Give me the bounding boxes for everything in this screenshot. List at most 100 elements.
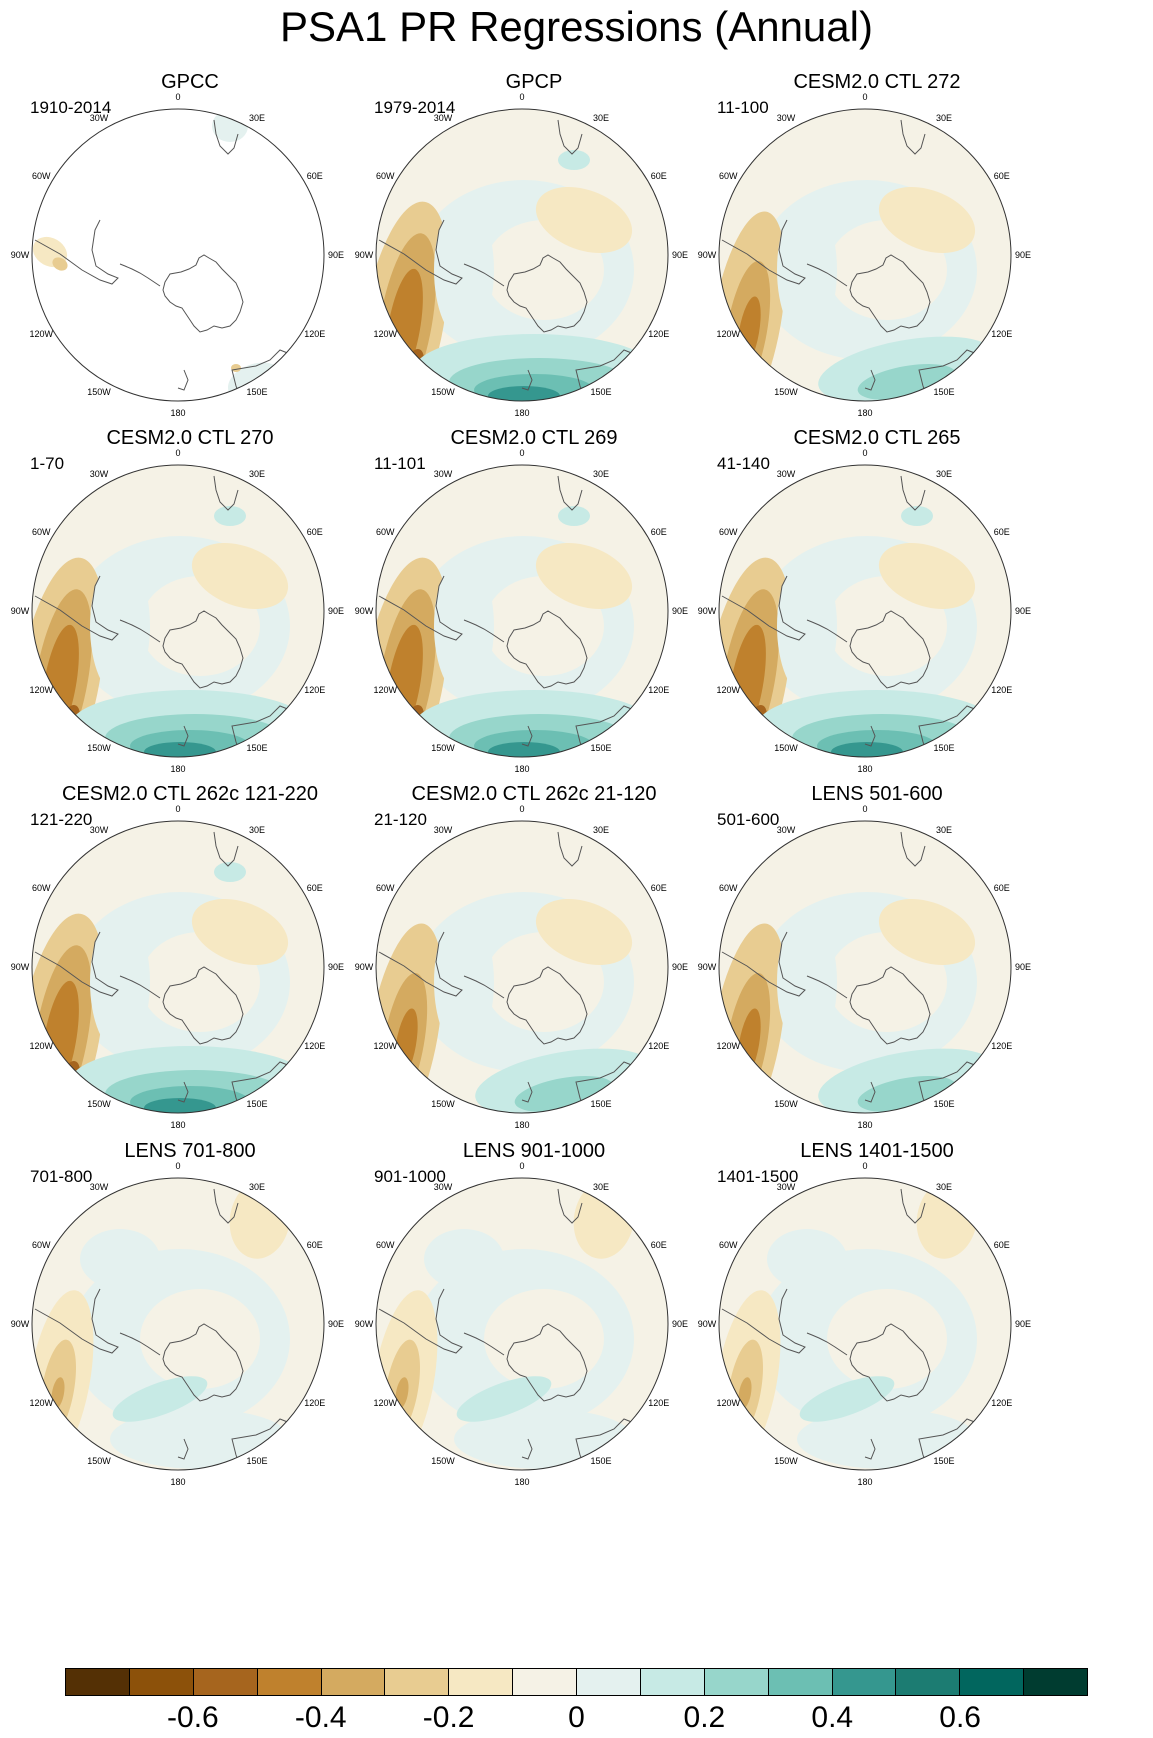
map-panel: 0 30E 60E 90E 120E 150E 180 150W 120W 90W 60W 30W GP… [344, 70, 724, 465]
longitude-label: 150W [87, 1456, 111, 1466]
coastline [557, 119, 583, 155]
coastline [34, 1288, 119, 1354]
longitude-label: 60E [994, 527, 1010, 537]
precip-contour [90, 912, 150, 1052]
coastline [34, 575, 119, 641]
coastline [849, 254, 931, 333]
colorbar [65, 1668, 1088, 1696]
longitude-label: 30W [90, 469, 109, 479]
longitude-label: 120E [304, 685, 325, 695]
precip-contour [214, 506, 246, 526]
precip-contour [558, 150, 590, 170]
longitude-label: 150W [87, 387, 111, 397]
longitude-label: 30E [936, 113, 952, 123]
colorbar-swatch [704, 1669, 769, 1695]
coastline [213, 119, 239, 155]
longitude-label: 60W [32, 171, 51, 181]
longitude-label: 180 [857, 408, 872, 418]
coastline [162, 1323, 244, 1402]
map-boundary [31, 464, 325, 758]
coastline [806, 263, 848, 287]
longitude-label: 90W [698, 606, 717, 616]
precip-contour [831, 742, 903, 757]
longitude-label: 60W [376, 171, 395, 181]
longitude-label: 150W [431, 1456, 455, 1466]
panel-title: CESM2.0 CTL 272 [793, 71, 961, 93]
longitude-label: 30W [434, 113, 453, 123]
longitude-label: 30W [777, 469, 796, 479]
longitude-label: 30W [434, 825, 453, 835]
longitude-label: 150W [774, 1099, 798, 1109]
panel-years: 701-800 [30, 1167, 93, 1186]
colorbar-swatch [960, 1669, 1025, 1695]
longitude-label: 90W [698, 962, 717, 972]
figure-title: PSA1 PR Regressions (Annual) [280, 3, 873, 50]
longitude-label: 60E [307, 1240, 323, 1250]
coastline [900, 1188, 926, 1224]
coastline [506, 1323, 588, 1402]
panel-title: CESM2.0 CTL 270 [106, 427, 274, 449]
colorbar-swatch [768, 1669, 833, 1695]
longitude-label: 150E [590, 1456, 611, 1466]
longitude-label: 60E [651, 1240, 667, 1250]
coastline [463, 1332, 505, 1356]
coastline [213, 831, 239, 867]
longitude-label: 30E [593, 113, 609, 123]
precip-contour [738, 1377, 752, 1409]
colorbar-swatch [129, 1669, 194, 1695]
longitude-label: 180 [514, 1477, 529, 1487]
longitude-label: 180 [514, 1120, 529, 1130]
longitude-label: 120W [29, 1398, 53, 1408]
colorbar-tick-label: 0.6 [939, 1701, 981, 1734]
colorbar-tick-label: 0 [568, 1701, 585, 1734]
colorbar-swatch [1024, 1669, 1087, 1695]
coastline [721, 219, 806, 285]
longitude-label: 150W [774, 1456, 798, 1466]
precip-contour [488, 386, 560, 401]
polar-map: 0 30E 60E 90E 120E 150E 180 150W 120W 90W 60W 30W [355, 448, 688, 774]
map-boundary [375, 1177, 669, 1471]
precip-contour [434, 200, 494, 340]
longitude-label: 0 [519, 92, 524, 102]
coastline [557, 475, 583, 511]
longitude-label: 150E [933, 743, 954, 753]
polar-map: 0 30E 60E 90E 120E 150E 180 150W 120W 90W 60W 30W [11, 448, 344, 774]
precip-contour [407, 718, 421, 742]
longitude-label: 30W [434, 1182, 453, 1192]
panel-years: 1910-2014 [30, 98, 112, 117]
coastline [506, 966, 588, 1045]
longitude-label: 150E [246, 743, 267, 753]
longitude-label: 120W [29, 329, 53, 339]
polar-map: 0 30E 60E 90E 120E 150E 180 150W 120W 90W 60W 30W [355, 1161, 688, 1487]
longitude-label: 120W [716, 685, 740, 695]
longitude-label: 60E [651, 883, 667, 893]
coastline [521, 725, 533, 747]
coastline [849, 966, 931, 1045]
longitude-label: 30W [434, 469, 453, 479]
polar-map: 0 30E 60E 90E 120E 150E 180 150W 120W 90W 60W 30W [698, 1161, 1031, 1487]
coastline [806, 1332, 848, 1356]
longitude-label: 60W [719, 171, 738, 181]
colorbar-tick-label: -0.2 [422, 1701, 475, 1734]
panel-title: CESM2.0 CTL 262c 21-120 [411, 783, 657, 805]
precip-contour [456, 1376, 552, 1422]
panel-years: 501-600 [717, 810, 780, 829]
longitude-label: 150E [590, 1099, 611, 1109]
colorbar-swatch [385, 1669, 450, 1695]
map-boundary [31, 1177, 325, 1471]
coastline [721, 1288, 806, 1354]
precip-contour [144, 1098, 216, 1113]
panel-years: 11-100 [717, 98, 769, 117]
map-boundary [718, 820, 1012, 1114]
longitude-label: 150W [774, 743, 798, 753]
longitude-label: 90W [11, 250, 30, 260]
longitude-label: 90E [672, 962, 688, 972]
colorbar-swatch [449, 1669, 514, 1695]
longitude-label: 60W [32, 1240, 51, 1250]
longitude-label: 90W [11, 962, 30, 972]
longitude-label: 90W [11, 1319, 30, 1329]
colorbar-tick-label: -0.4 [294, 1701, 347, 1734]
coastline [849, 610, 931, 689]
precip-contour [535, 899, 633, 965]
longitude-label: 0 [862, 804, 867, 814]
